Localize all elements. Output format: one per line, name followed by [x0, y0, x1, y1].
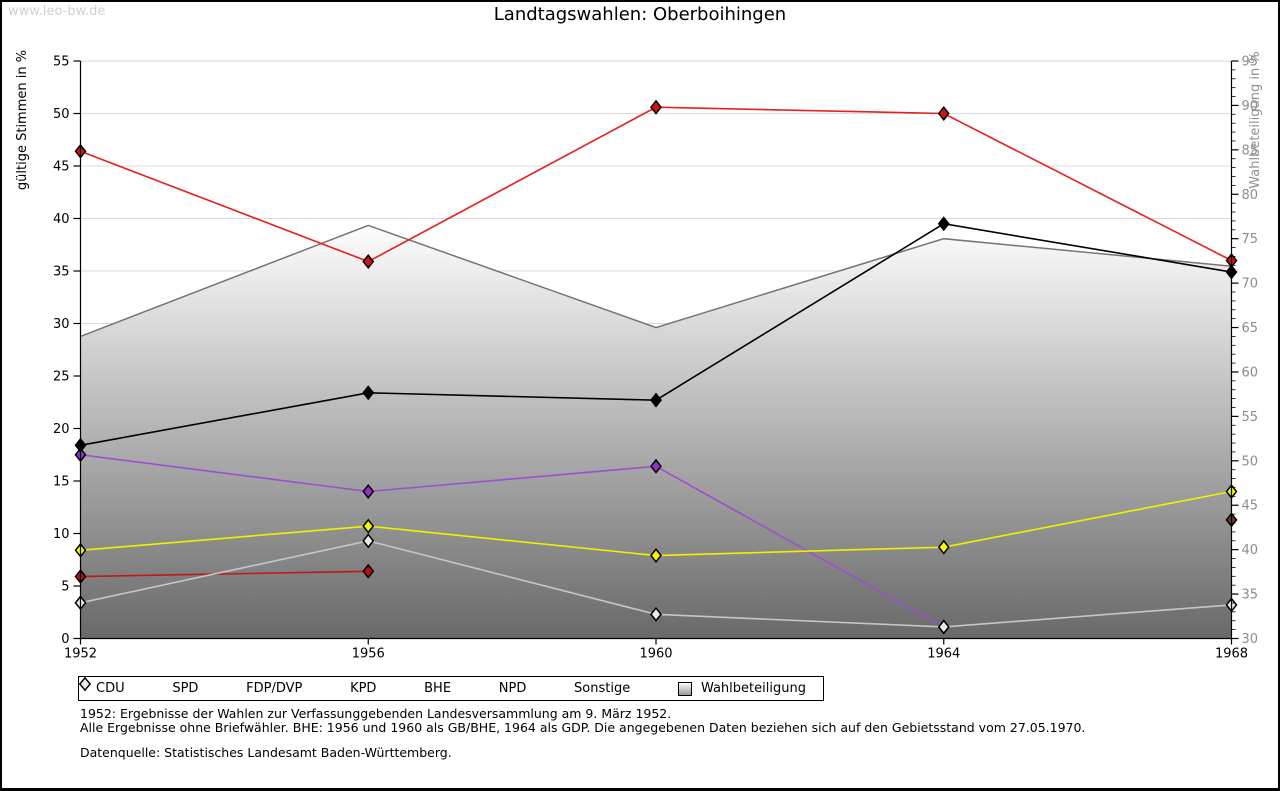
footnote-line-2: Alle Ergebnisse ohne Briefwähler. BHE: 1…	[80, 719, 1086, 735]
axes: 0 5 10 15 20 25 30 35 40 45 50 55 30 35 40 45 50 55 60 65 70…	[15, 50, 1263, 662]
marker-sonstige-1956	[362, 533, 375, 549]
svg-text:90: 90	[1242, 99, 1259, 114]
legend-item-kpd: KPD	[79, 677, 377, 696]
legend-item-fdp-dvp: FDP/DVP	[79, 677, 303, 696]
legend-item-sonstige: Sonstige	[79, 677, 631, 696]
legend-item-npd: NPD	[79, 677, 527, 696]
watermark: www.leo-bw.de	[8, 4, 106, 19]
legend-item-cdu: CDU	[79, 677, 125, 696]
left-axis-title: gültige Stimmen in %	[15, 50, 30, 190]
svg-text:35: 35	[1242, 588, 1259, 603]
marker-cdu-1960	[650, 392, 662, 408]
marker-spd-1964	[937, 105, 950, 122]
svg-text:55: 55	[1242, 410, 1259, 425]
svg-text:30: 30	[53, 317, 70, 332]
participation-area	[80, 224, 1232, 639]
svg-text:65: 65	[1242, 321, 1259, 336]
legend-label-bhe: BHE	[424, 681, 452, 696]
x-tick-1968: 1968	[1215, 647, 1248, 662]
svg-text:40: 40	[1242, 543, 1259, 558]
svg-text:80: 80	[1242, 188, 1259, 203]
series-fdp-dvp	[74, 483, 1238, 564]
marker-cdu-1964	[937, 216, 950, 232]
marker-sonstige-1960	[650, 606, 662, 622]
svg-text:25: 25	[53, 370, 70, 385]
svg-text:30: 30	[1242, 632, 1259, 647]
legend: CDU SPD FDP/DVP KPD BHE NPD Sonstige Wahlbeteil…	[78, 676, 824, 701]
svg-text:40: 40	[53, 212, 70, 227]
marker-spd-1956	[362, 254, 375, 270]
legend-item-bhe: BHE	[79, 677, 452, 696]
svg-text:15: 15	[53, 475, 70, 490]
footnotes: 1952: Ergebnisse der Wahlen zur Verfassu…	[80, 707, 1085, 760]
svg-text:20: 20	[53, 422, 70, 437]
sonstige-diamond-icon	[79, 677, 91, 691]
svg-text:70: 70	[1242, 277, 1259, 292]
svg-text:55: 55	[53, 55, 70, 70]
right-axis-title: Wahlbeteiligung in %	[1248, 51, 1263, 188]
legend-label-wahlbeteiligung: Wahlbeteiligung	[700, 681, 806, 696]
legend-label-cdu: CDU	[96, 681, 125, 696]
svg-text:50: 50	[53, 107, 70, 122]
legend-label-fdp-dvp: FDP/DVP	[246, 681, 303, 696]
participation-square-icon	[677, 681, 692, 696]
svg-text:0: 0	[61, 632, 69, 647]
svg-text:45: 45	[1242, 499, 1259, 514]
svg-text:85: 85	[1242, 143, 1259, 158]
legend-item-spd: SPD	[79, 677, 199, 696]
legend-label-kpd: KPD	[350, 681, 377, 696]
x-tick-1964: 1964	[927, 647, 960, 662]
svg-text:5: 5	[61, 580, 69, 595]
svg-text:60: 60	[1242, 365, 1259, 380]
svg-text:45: 45	[53, 160, 70, 175]
legend-item-wahlbeteiligung: Wahlbeteiligung	[677, 681, 806, 696]
marker-bhe-1956	[362, 483, 375, 500]
svg-text:95: 95	[1242, 55, 1259, 70]
marker-fdp-dvp-1956	[362, 518, 375, 534]
marker-fdp-dvp-1960	[650, 548, 662, 564]
legend-label-sonstige: Sonstige	[574, 681, 631, 696]
x-tick-1956: 1956	[352, 647, 385, 662]
x-tick-1952: 1952	[64, 647, 97, 662]
footnote-line-1: 1952: Ergebnisse der Wahlen zur Verfassu…	[80, 706, 672, 721]
footnote-source: Datenquelle: Statistisches Landesamt Bad…	[80, 745, 452, 760]
chart-title: Landtagswahlen: Oberboihingen	[493, 4, 787, 25]
x-tick-1960: 1960	[639, 647, 672, 662]
svg-text:50: 50	[1242, 454, 1259, 469]
marker-fdp-dvp-1964	[937, 539, 950, 555]
marker-bhe-1960	[650, 458, 662, 474]
legend-label-spd: SPD	[172, 681, 199, 696]
legend-label-npd: NPD	[498, 681, 527, 696]
series-spd	[74, 99, 1238, 270]
marker-kpd-1956	[362, 563, 375, 579]
svg-text:35: 35	[53, 265, 70, 280]
svg-text:75: 75	[1242, 232, 1259, 247]
marker-spd-1960	[650, 99, 662, 115]
marker-sonstige-1964	[937, 619, 950, 635]
svg-text:10: 10	[53, 527, 70, 542]
marker-cdu-1956	[362, 385, 375, 401]
